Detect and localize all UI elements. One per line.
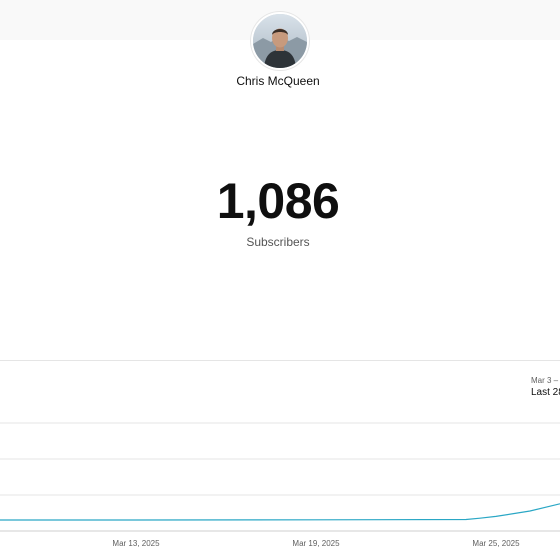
channel-name: Chris McQueen bbox=[236, 74, 320, 88]
date-range-text[interactable]: Mar 3 – bbox=[531, 376, 559, 385]
x-tick-label: Mar 25, 2025 bbox=[472, 539, 520, 548]
x-tick-label: Mar 13, 2025 bbox=[112, 539, 160, 548]
date-range-period[interactable]: Last 28 bbox=[531, 387, 560, 398]
x-axis-ticks: Mar 13, 2025 Mar 19, 2025 Mar 25, 2025 bbox=[112, 539, 520, 548]
subscriber-count: 1,086 bbox=[216, 173, 340, 229]
x-tick-label: Mar 19, 2025 bbox=[292, 539, 340, 548]
avatar-photo-icon bbox=[253, 14, 307, 68]
channel-avatar[interactable] bbox=[251, 12, 309, 70]
chart-gridlines bbox=[0, 422, 560, 532]
chart-card bbox=[0, 360, 560, 560]
subscriber-label: Subscribers bbox=[246, 235, 310, 249]
series-line bbox=[0, 503, 560, 521]
